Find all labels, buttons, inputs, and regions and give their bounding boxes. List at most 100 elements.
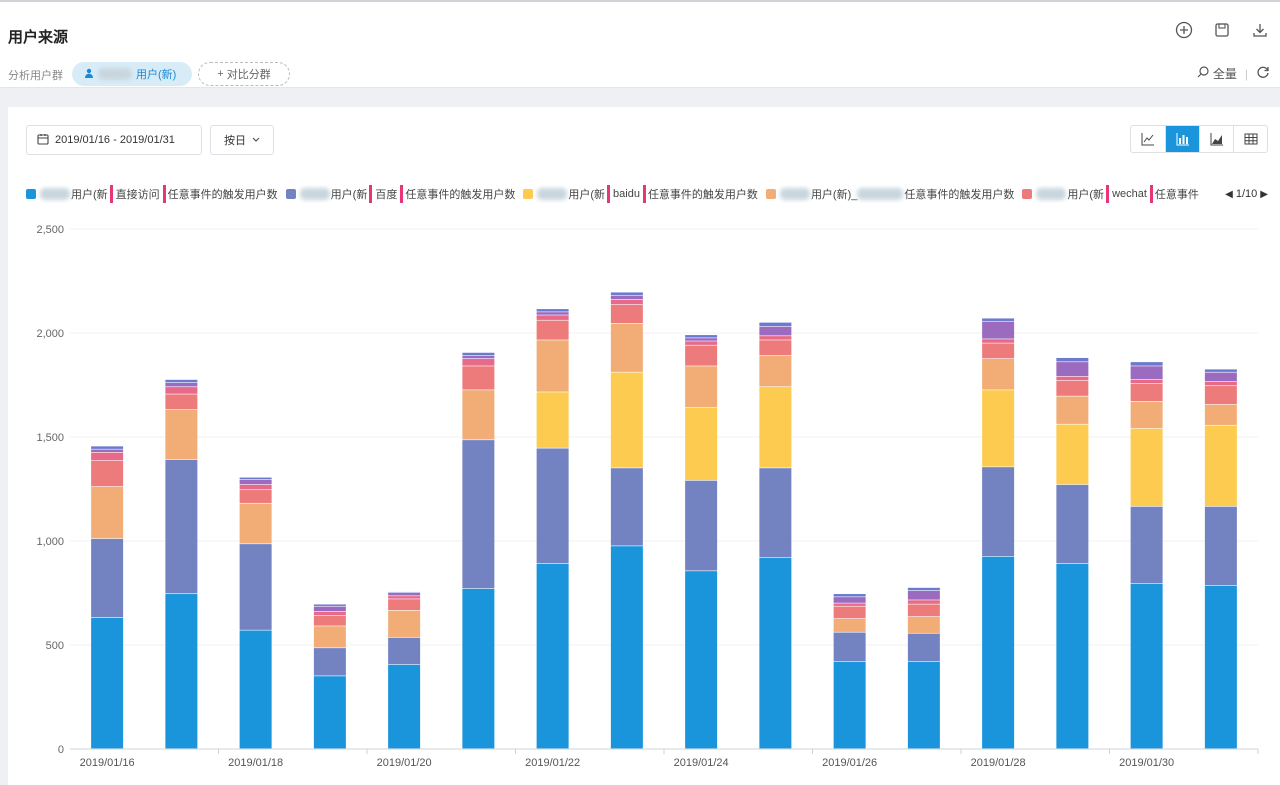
bar-segment [833,661,866,749]
legend-item-baidu[interactable]: 用户(新 baidu 任意事件的触发用户数 [523,185,758,203]
segment-chip[interactable]: 用户(新) [72,62,192,86]
bar-segment [1204,425,1237,507]
bar-segment [1056,357,1089,362]
search-icon[interactable] [1197,66,1209,81]
bar-segment [91,486,124,539]
bar-segment [536,320,569,340]
legend-item-suffix: 任意事件 [1154,189,1199,201]
divider: | [1244,66,1248,81]
bar-segment [313,676,346,749]
bar-segment [462,352,495,356]
bar-segment [610,372,643,468]
save-icon[interactable] [1212,20,1232,40]
bar-segment [239,477,272,480]
bar-segment [833,606,866,619]
header-actions [1174,20,1270,40]
date-range-picker[interactable]: 2019/01/16 - 2019/01/31 [26,125,202,155]
redacted-segment-name [98,68,132,80]
bar-segment [1056,362,1089,377]
bar-segment [685,480,718,571]
y-tick-label: 2,000 [36,328,64,340]
bar-segment [165,394,198,410]
bar-segment [1130,383,1163,402]
bar-segment [388,610,421,638]
fullscreen-toggle[interactable]: 全量 [1212,67,1237,81]
granularity-select[interactable]: 按日 [210,125,274,155]
bar-segment [833,597,866,603]
bar-segment [165,387,198,394]
bar-segment [982,321,1015,339]
bar-chart-icon[interactable] [1165,126,1199,152]
legend-item-wechat[interactable]: 用户(新 wechat 任意事件 [1022,185,1199,203]
x-tick-label: 2019/01/30 [1119,757,1174,769]
bar-segment [610,546,643,749]
bar-segment [1130,583,1163,749]
legend-item-suffix: 任意事件的触发用户数 [167,189,278,201]
bar-segment [685,407,718,481]
legend-swatch [285,189,296,199]
compare-segment-button[interactable]: + 对比分群 [198,62,290,86]
x-tick-label: 2019/01/20 [377,757,432,769]
line-chart-icon[interactable] [1131,126,1165,152]
download-icon[interactable] [1250,20,1270,40]
bar-segment [1130,506,1163,584]
legend-item-direct[interactable]: 用户(新 直接访问 任意事件的触发用户数 [26,185,278,203]
legend-next-icon[interactable]: ▶ [1260,188,1268,200]
bar-segment [610,295,643,300]
bar-segment [91,446,124,449]
bar-segment [685,366,718,408]
legend-item-prefix: 用户(新 [71,189,108,201]
legend-item-suffix: 任意事件的触发用户数 [904,189,1015,201]
bar-segment [685,341,718,345]
page-header: 用户来源 分析用户群 用户(新) + 对比分群 全量 | [0,2,1280,88]
bar-segment [1204,381,1237,386]
bar-segment [1204,404,1237,425]
bar-segment [388,599,421,611]
add-circle-icon[interactable] [1174,20,1194,40]
chevron-down-icon [252,134,260,146]
date-range-value: 2019/01/16 - 2019/01/31 [55,134,175,146]
bar-segment [685,335,718,338]
bar-segment [239,490,272,503]
legend-prev-icon[interactable]: ◀ [1225,188,1233,200]
bar-segment [462,440,495,589]
bar-segment [536,312,569,315]
bar-segment [313,615,346,626]
bar-segment [1056,484,1089,564]
bar-segment [1204,386,1237,405]
x-tick-label: 2019/01/26 [822,757,877,769]
legend-item-prefix: 用户(新 [330,189,368,201]
legend-swatch [26,189,36,199]
bar-segment [907,633,940,662]
bar-segment [907,600,940,604]
legend-item-redacted[interactable]: 用户(新)_ 任意事件的触发用户数 [765,186,1015,202]
bar-segment [1204,506,1237,586]
bar-segment [982,343,1015,359]
legend-page-indicator: 1/10 [1235,188,1258,200]
bar-segment [462,588,495,749]
bar-segment [833,632,866,662]
legend-swatch [1022,189,1033,199]
table-icon[interactable] [1233,126,1267,152]
bar-segment [1204,585,1237,749]
bar-segment [1056,376,1089,381]
area-chart-icon[interactable] [1199,126,1233,152]
bar-segment [982,318,1015,321]
redacted-text [779,188,810,200]
bar-segment [1204,369,1237,372]
refresh-icon[interactable] [1256,65,1270,82]
bar-segment [1130,428,1163,507]
bar-segment [165,382,198,387]
legend-item-baidu-cn[interactable]: 用户(新 百度 任意事件的触发用户数 [285,185,515,203]
bar-segment [239,479,272,485]
redacted-text [299,188,330,200]
bar-segment [165,459,198,594]
bar-segment [907,604,940,617]
bar-segment [1130,366,1163,380]
calendar-icon [37,133,49,148]
redacted-text [40,188,70,200]
x-tick-label: 2019/01/28 [971,757,1026,769]
legend-swatch [765,189,776,199]
bar-segment [313,648,346,676]
bar-segment [462,366,495,390]
